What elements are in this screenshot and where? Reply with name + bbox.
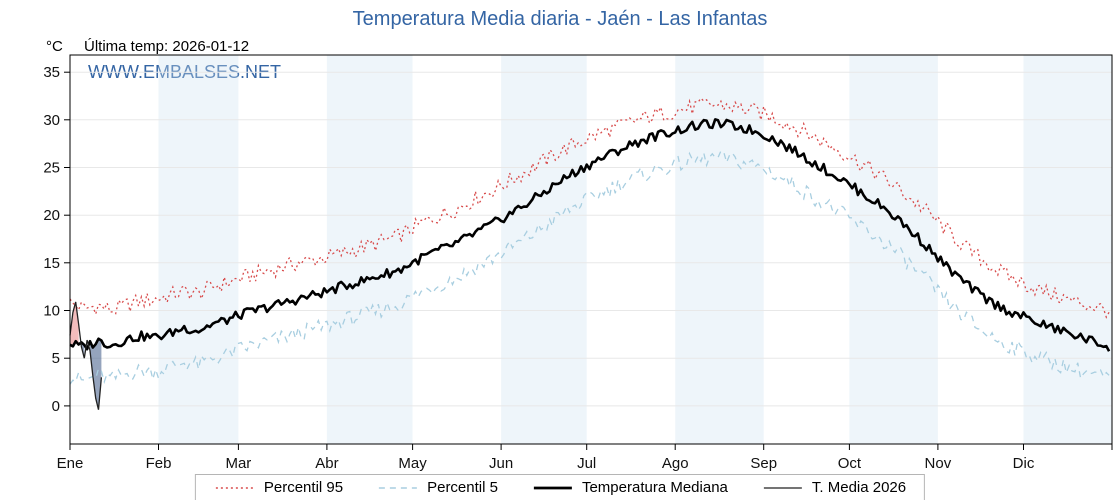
svg-text:May: May bbox=[398, 455, 427, 472]
svg-text:Jul: Jul bbox=[577, 455, 596, 472]
svg-text:20: 20 bbox=[43, 207, 60, 224]
percentil-95-series bbox=[69, 97, 1110, 319]
legend-label-t-media-2026: T. Media 2026 bbox=[811, 479, 907, 496]
svg-text:0: 0 bbox=[52, 398, 60, 415]
svg-text:Sep: Sep bbox=[750, 455, 777, 472]
percentil-5-line-icon bbox=[379, 486, 418, 489]
svg-text:30: 30 bbox=[43, 112, 60, 129]
month-bands bbox=[158, 55, 1112, 444]
legend-label-percentil-95: Percentil 95 bbox=[263, 479, 344, 496]
mediana-series bbox=[69, 118, 1111, 352]
svg-text:Feb: Feb bbox=[146, 455, 172, 472]
legend-label-percentil-5: Percentil 5 bbox=[427, 479, 498, 496]
x-axis-ticks: Ene Feb Mar Abr May Jun Jul Ago Sep Oct Nov Dic bbox=[57, 444, 1113, 472]
t-media-2026-series bbox=[69, 301, 103, 410]
svg-text:Ago: Ago bbox=[662, 455, 689, 472]
svg-text:Jun: Jun bbox=[489, 455, 513, 472]
page-title: Temperatura Media diaria - Jaén - Las In… bbox=[352, 8, 768, 30]
temperature-chart-plot: 0 5 10 15 20 25 30 35 Ene Feb Mar Abr May Jun Jul Ago Se… bbox=[43, 54, 1113, 472]
svg-text:35: 35 bbox=[43, 64, 60, 81]
svg-text:Nov: Nov bbox=[925, 455, 952, 472]
svg-text:Ene: Ene bbox=[57, 455, 84, 472]
svg-text:Mar: Mar bbox=[225, 455, 251, 472]
svg-text:Abr: Abr bbox=[315, 455, 338, 472]
legend-label-mediana: Temperatura Mediana bbox=[581, 479, 728, 496]
percentil-95-line-icon bbox=[215, 486, 254, 489]
legend-item-percentil-95: Percentil 95 bbox=[214, 479, 343, 496]
last-temp-label: Última temp: 2026-01-12 bbox=[84, 38, 250, 55]
legend-item-percentil-5: Percentil 5 bbox=[377, 479, 498, 496]
chart-legend: Percentil 95 Percentil 5 Temperatura Med… bbox=[194, 474, 926, 500]
plot-border bbox=[69, 54, 1113, 445]
svg-text:15: 15 bbox=[43, 255, 60, 272]
legend-item-t-media-2026: T. Media 2026 bbox=[762, 479, 906, 496]
y-axis-ticks: 0 5 10 15 20 25 30 35 bbox=[43, 64, 70, 415]
legend-item-mediana: Temperatura Mediana bbox=[532, 479, 728, 496]
mediana-line-icon bbox=[533, 486, 572, 489]
t-media-2026-line-icon bbox=[763, 486, 802, 489]
svg-text:10: 10 bbox=[43, 303, 60, 320]
svg-text:25: 25 bbox=[43, 160, 60, 177]
svg-text:Dic: Dic bbox=[1013, 455, 1035, 472]
svg-text:5: 5 bbox=[52, 350, 60, 367]
t2026-deviation-fills bbox=[70, 301, 102, 410]
series-lines bbox=[69, 97, 1111, 410]
y-axis-unit-label: °C bbox=[46, 38, 63, 55]
svg-text:Oct: Oct bbox=[838, 455, 862, 472]
